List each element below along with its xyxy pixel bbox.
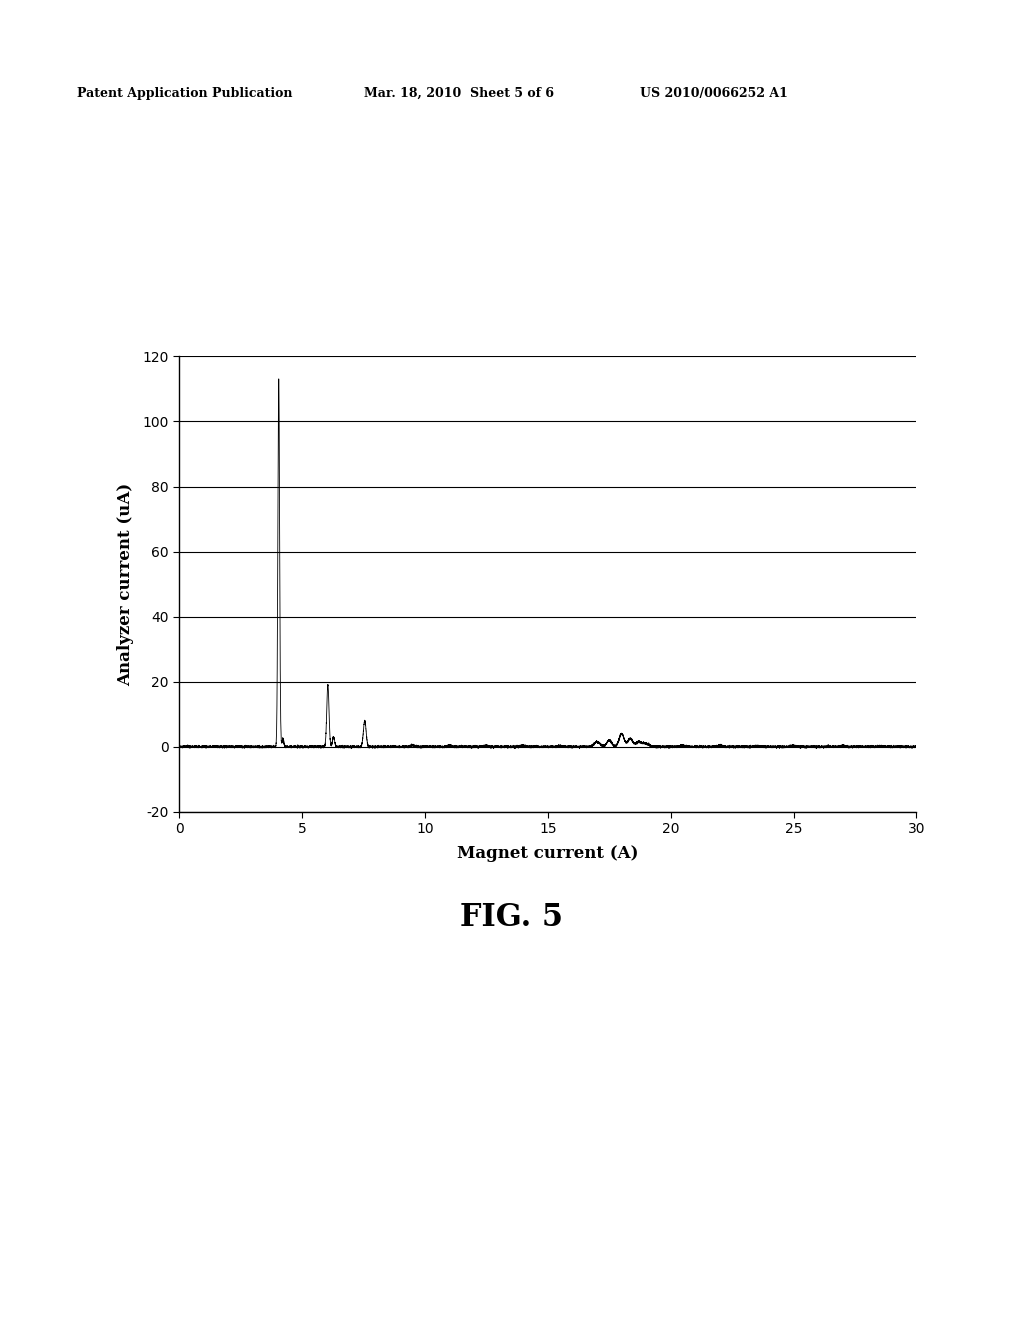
- Text: US 2010/0066252 A1: US 2010/0066252 A1: [640, 87, 787, 100]
- Text: FIG. 5: FIG. 5: [461, 902, 563, 933]
- X-axis label: Magnet current (A): Magnet current (A): [457, 845, 639, 862]
- Text: Patent Application Publication: Patent Application Publication: [77, 87, 292, 100]
- Text: Mar. 18, 2010  Sheet 5 of 6: Mar. 18, 2010 Sheet 5 of 6: [364, 87, 554, 100]
- Y-axis label: Analyzer current (uA): Analyzer current (uA): [117, 483, 134, 685]
